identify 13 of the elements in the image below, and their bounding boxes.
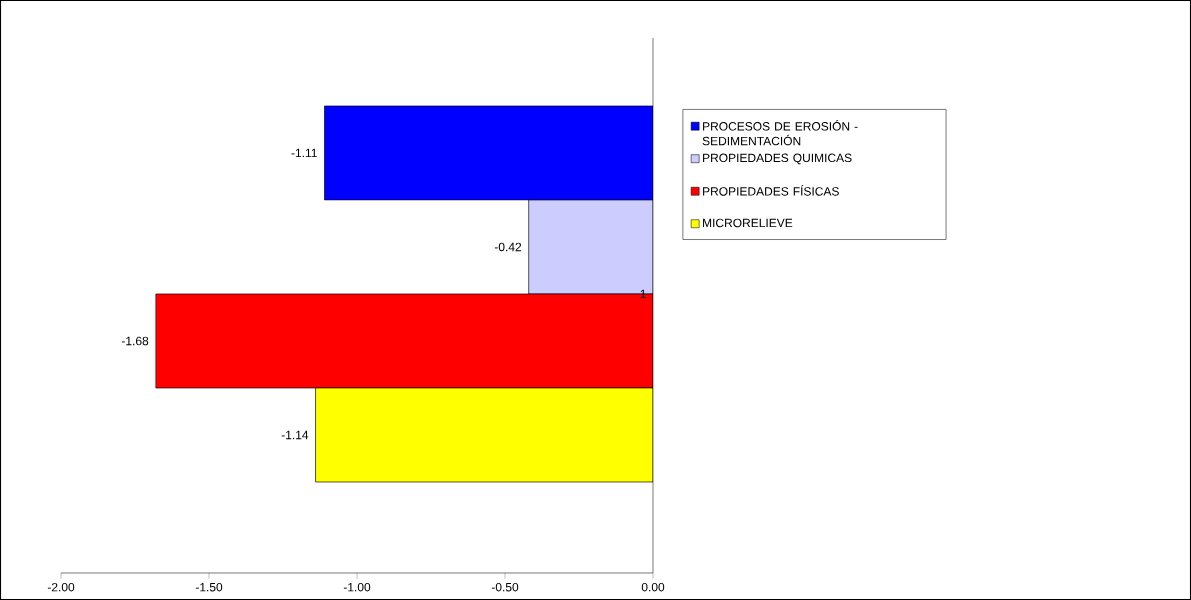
legend-label: PROCESOS DE EROSIÓN - SEDIMENTACIÓN xyxy=(702,120,858,146)
x-tick-label: -1.50 xyxy=(195,582,223,592)
data-label: -1.11 xyxy=(291,148,317,158)
x-tick-label: -1.00 xyxy=(343,582,371,592)
x-tick-label: -0.50 xyxy=(491,582,519,592)
legend-label: MICRORELIEVE xyxy=(703,218,793,228)
legend-label: PROPIEDADES FÍSICAS xyxy=(703,185,839,196)
x-tick-label: -2.00 xyxy=(47,582,75,592)
data-label: -0.42 xyxy=(494,242,522,252)
data-label: -1.14 xyxy=(281,430,309,440)
legend-label: PROPIEDADES QUIMICAS xyxy=(703,153,852,165)
data-label: -1.68 xyxy=(121,336,149,346)
x-tick-label: 0.00 xyxy=(641,582,665,592)
